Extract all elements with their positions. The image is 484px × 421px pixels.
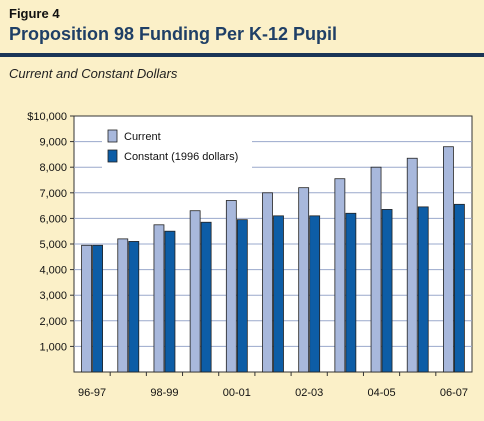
y-tick-label: 2,000 (39, 316, 67, 328)
bar-constant (454, 203, 465, 373)
y-axis: 1,000 2,000 3,000 4,000 5,000 6,000 7,000 8,000… (27, 111, 74, 353)
y-tick-label: 4,000 (39, 265, 67, 277)
y-tick-label: 5,000 (39, 239, 67, 251)
bar-constant (273, 215, 284, 373)
x-tick-label: 00-01 (223, 387, 251, 399)
title-divider (0, 53, 484, 57)
x-axis: 96-97 98-99 00-01 02-03 04-05 06-07 (78, 372, 468, 399)
y-tick-label: 8,000 (39, 162, 67, 174)
bar-current (262, 192, 273, 373)
figure-label: Figure 4 (9, 6, 60, 21)
bar-current (406, 157, 418, 373)
bar-constant (200, 221, 212, 373)
bar-current (370, 166, 382, 373)
bar-constant (309, 215, 321, 373)
legend-label: Current (124, 131, 161, 143)
bar-current (225, 200, 237, 373)
chart-title: Proposition 98 Funding Per K-12 Pupil (9, 24, 338, 44)
x-tick-label: 98-99 (150, 387, 178, 399)
legend-swatch-current (107, 129, 118, 143)
y-tick-label: 7,000 (39, 188, 67, 200)
x-tick-label: 06-07 (440, 387, 468, 399)
bar-constant (381, 209, 393, 373)
bar-current (298, 187, 310, 373)
bar-constant (345, 212, 357, 373)
x-tick-label: 96-97 (78, 387, 106, 399)
bar-constant (236, 219, 248, 373)
bar-current (189, 210, 201, 373)
y-tick-label: 9,000 (39, 137, 67, 149)
gridlines (74, 141, 472, 347)
legend: Current Constant (1996 dollars) (102, 124, 252, 170)
bars (81, 146, 465, 373)
x-tick-label: 02-03 (295, 387, 323, 399)
x-tick-label: 04-05 (367, 387, 395, 399)
bar-constant (128, 241, 140, 373)
bar-current (117, 238, 129, 373)
y-tick-label: 3,000 (39, 290, 67, 302)
bar-current (81, 244, 92, 373)
legend-box (102, 124, 252, 170)
y-tick-label: $10,000 (27, 111, 67, 123)
bar-current (334, 178, 346, 373)
bar-constant (417, 206, 429, 373)
bar-current (153, 224, 165, 373)
y-tick-label: 1,000 (39, 341, 67, 353)
y-tick-label: 6,000 (39, 213, 67, 225)
bar-constant (164, 230, 176, 373)
legend-swatch-constant (107, 149, 118, 163)
bar-constant (92, 244, 103, 373)
bar-current (443, 146, 454, 373)
chart-subtitle: Current and Constant Dollars (9, 66, 178, 81)
legend-label: Constant (1996 dollars) (124, 151, 238, 163)
